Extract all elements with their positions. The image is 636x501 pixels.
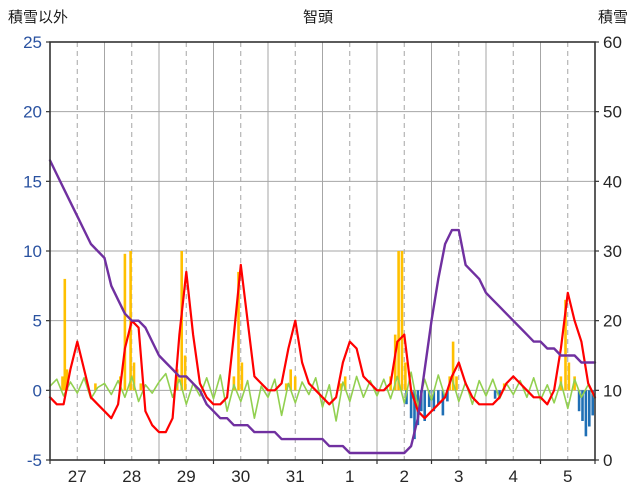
- svg-text:30: 30: [231, 467, 250, 486]
- svg-text:29: 29: [177, 467, 196, 486]
- svg-text:31: 31: [286, 467, 305, 486]
- svg-text:27: 27: [68, 467, 87, 486]
- svg-text:2: 2: [400, 467, 409, 486]
- svg-text:10: 10: [603, 381, 622, 400]
- svg-text:0: 0: [33, 381, 42, 400]
- svg-text:25: 25: [23, 33, 42, 52]
- svg-text:50: 50: [603, 103, 622, 122]
- svg-text:60: 60: [603, 33, 622, 52]
- svg-text:3: 3: [454, 467, 463, 486]
- svg-text:20: 20: [23, 103, 42, 122]
- svg-text:40: 40: [603, 172, 622, 191]
- svg-text:5: 5: [33, 312, 42, 331]
- right-axis-title: 積雪: [597, 9, 628, 26]
- left-axis-title: 積雪以外: [8, 9, 69, 26]
- svg-text:15: 15: [23, 172, 42, 191]
- svg-text:28: 28: [122, 467, 141, 486]
- svg-text:30: 30: [603, 242, 622, 261]
- svg-text:10: 10: [23, 242, 42, 261]
- svg-text:4: 4: [509, 467, 518, 486]
- svg-text:5: 5: [563, 467, 572, 486]
- svg-text:0: 0: [603, 451, 612, 470]
- svg-text:1: 1: [345, 467, 354, 486]
- svg-text:-5: -5: [27, 451, 42, 470]
- svg-text:20: 20: [603, 312, 622, 331]
